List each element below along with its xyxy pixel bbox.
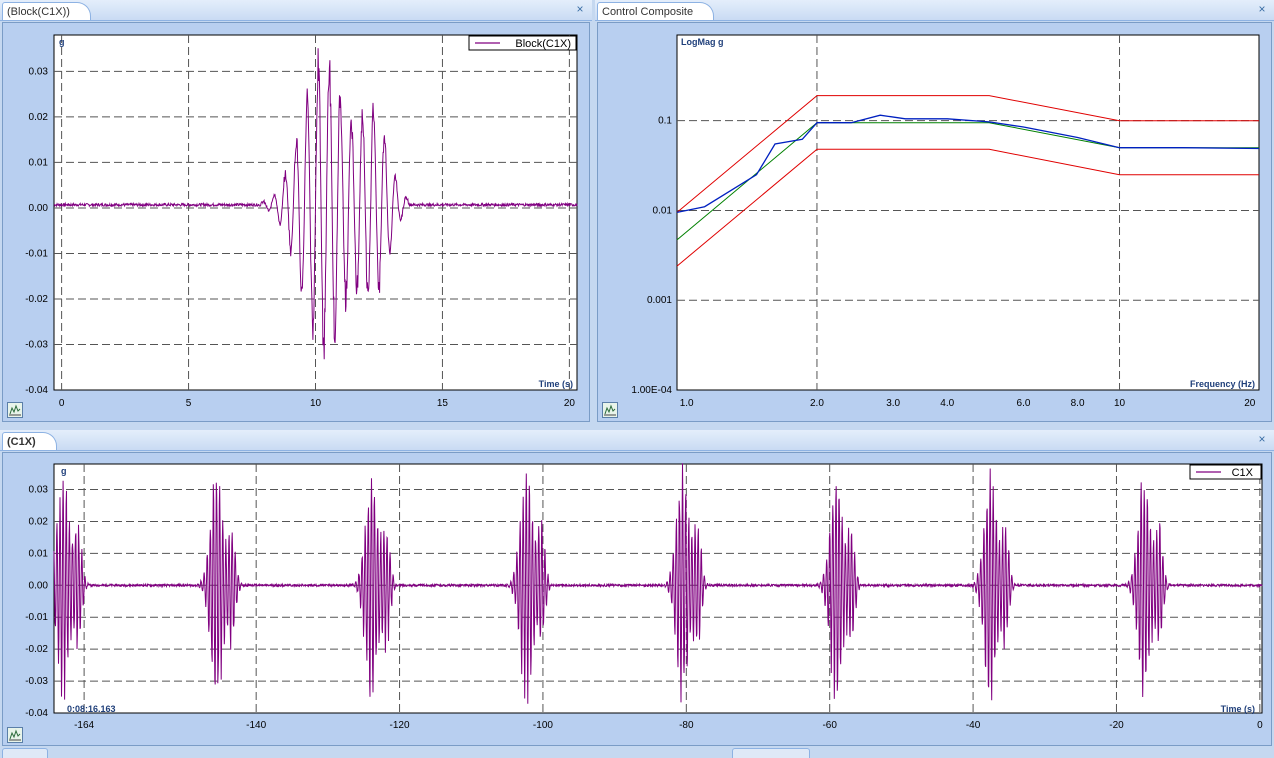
block-x-ticks: 0 5 10 15 20 xyxy=(59,398,576,409)
close-icon[interactable]: × xyxy=(1258,2,1266,16)
y-tick-label: -0.03 xyxy=(25,339,48,350)
y-tick-label: -0.02 xyxy=(25,644,48,655)
y-tick-label: -0.01 xyxy=(25,248,48,259)
x-tick-label: -164 xyxy=(74,720,94,731)
x-tick-label: 20 xyxy=(564,398,576,409)
control-lines xyxy=(676,95,1260,267)
y-tick-label: 0.01 xyxy=(29,157,49,168)
block-plot-frame: g Time (s) Block(C1X) 0 5 10 15 20 0.03 0.02 0… xyxy=(2,22,590,422)
chart-icon-graphic xyxy=(9,729,21,741)
x-tick-label: -100 xyxy=(533,720,553,731)
block-tabbar: (Block(C1X)) × xyxy=(0,0,592,21)
bottom-tab-left[interactable] xyxy=(2,748,48,758)
y-tick-label: 0.01 xyxy=(29,548,49,559)
c1x-y-ticks: 0.03 0.02 0.01 0.00 -0.01 -0.02 -0.03 -0.04 xyxy=(25,485,48,719)
y-tick-label: 0.03 xyxy=(29,66,49,77)
chart-icon-graphic xyxy=(604,404,616,416)
x-tick-label: 0 xyxy=(59,398,65,409)
x-tick-label: -20 xyxy=(1109,720,1124,731)
lower-limit-line xyxy=(676,148,1259,267)
x-tick-label: 2.0 xyxy=(810,398,824,409)
chart-icon[interactable] xyxy=(602,402,618,418)
x-tick-label: 5 xyxy=(186,398,192,409)
control-x-ticks: 1.0 2.0 3.0 4.0 6.0 8.0 10 20 xyxy=(680,398,1256,409)
c1x-timestamp: 0:08:16.163 xyxy=(67,704,116,714)
control-y-ticks: 0.1 0.01 0.001 1.00E-04 xyxy=(631,116,672,396)
x-tick-label: 20 xyxy=(1244,398,1256,409)
block-y-unit: g xyxy=(59,37,65,47)
control-panel: Control Composite × LogMag g Frequency (… xyxy=(595,0,1274,428)
c1x-plot-frame: g Time (s) 0:08:16.163 C1X -164 -140 -120-… xyxy=(2,452,1272,746)
y-tick-label: 0.03 xyxy=(29,485,49,496)
chart-icon[interactable] xyxy=(7,727,23,743)
y-tick-label: 0.01 xyxy=(653,205,673,216)
c1x-tabbar: (C1X) × xyxy=(0,430,1274,451)
y-tick-label: 0.00 xyxy=(29,203,49,214)
c1x-plot-area xyxy=(53,463,1263,714)
x-tick-label: -80 xyxy=(679,720,694,731)
c1x-chart: g Time (s) 0:08:16.163 C1X -164 -140 -120-… xyxy=(25,463,1263,731)
block-chart: g Time (s) Block(C1X) 0 5 10 15 20 0.030.020… xyxy=(25,34,578,409)
x-tick-label: 8.0 xyxy=(1071,398,1085,409)
block-x-title: Time (s) xyxy=(539,379,573,389)
c1x-panel: (C1X) × g Time (s) 0:08:16.163 C1X -164-… xyxy=(0,430,1274,748)
y-tick-label: 0.02 xyxy=(29,112,49,123)
tab-block[interactable]: (Block(C1X)) xyxy=(2,2,91,20)
block-grid xyxy=(54,35,577,390)
y-tick-label: 1.00E-04 xyxy=(631,385,672,396)
block-y-ticks: 0.03 0.02 0.01 0.00 -0.01 -0.02 -0.03 -0.04 xyxy=(25,66,48,396)
x-tick-label: -120 xyxy=(390,720,410,731)
x-tick-label: -40 xyxy=(966,720,981,731)
c1x-y-unit: g xyxy=(61,466,67,476)
control-chart: LogMag g Frequency (Hz) 1.0 2.0 3.0 4.0 6.0 8… xyxy=(631,34,1260,409)
y-tick-label: 0.00 xyxy=(29,580,49,591)
close-icon[interactable]: × xyxy=(1258,432,1266,446)
c1x-legend[interactable]: C1X xyxy=(1189,464,1262,480)
x-tick-label: 6.0 xyxy=(1017,398,1031,409)
y-tick-label: -0.02 xyxy=(25,294,48,305)
x-tick-label: -140 xyxy=(246,720,266,731)
x-tick-label: 10 xyxy=(310,398,322,409)
x-tick-label: 1.0 xyxy=(680,398,694,409)
close-icon[interactable]: × xyxy=(576,2,584,16)
x-tick-label: 0 xyxy=(1257,720,1263,731)
control-plot-area xyxy=(676,34,1260,391)
c1x-x-ticks: -164 -140 -120 -100 -80 -60 -40 -20 0 xyxy=(74,720,1263,731)
upper-limit-line xyxy=(676,95,1259,213)
block-trace xyxy=(53,48,578,360)
y-tick-label: 0.001 xyxy=(647,295,672,306)
control-y-unit: LogMag g xyxy=(681,37,724,47)
c1x-trace xyxy=(53,463,1263,704)
control-tabbar: Control Composite × xyxy=(595,0,1274,21)
y-tick-label: 0.1 xyxy=(658,116,672,127)
x-tick-label: 4.0 xyxy=(940,398,954,409)
y-tick-label: -0.04 xyxy=(25,385,48,396)
control-x-title: Frequency (Hz) xyxy=(1190,379,1255,389)
c1x-legend-label: C1X xyxy=(1232,467,1254,479)
y-tick-label: -0.04 xyxy=(25,708,48,719)
bottom-tab-right[interactable] xyxy=(732,748,810,758)
y-tick-label: 0.02 xyxy=(29,516,49,527)
control-line xyxy=(676,114,1260,214)
x-tick-label: 3.0 xyxy=(886,398,900,409)
c1x-x-title: Time (s) xyxy=(1221,704,1255,714)
control-plot-frame: LogMag g Frequency (Hz) 1.0 2.0 3.0 4.0 6.0 8… xyxy=(597,22,1272,422)
block-legend[interactable]: Block(C1X) xyxy=(468,35,577,51)
chart-icon-graphic xyxy=(9,404,21,416)
block-legend-label: Block(C1X) xyxy=(515,38,571,50)
chart-icon[interactable] xyxy=(7,402,23,418)
y-tick-label: -0.03 xyxy=(25,676,48,687)
block-panel: (Block(C1X)) × g Time (s) Block(C1X) 0 5 1… xyxy=(0,0,592,428)
y-tick-label: -0.01 xyxy=(25,612,48,623)
tab-c1x[interactable]: (C1X) xyxy=(2,432,57,450)
x-tick-label: -60 xyxy=(822,720,837,731)
x-tick-label: 10 xyxy=(1114,398,1126,409)
x-tick-label: 15 xyxy=(437,398,449,409)
tab-control-composite[interactable]: Control Composite xyxy=(597,2,715,20)
